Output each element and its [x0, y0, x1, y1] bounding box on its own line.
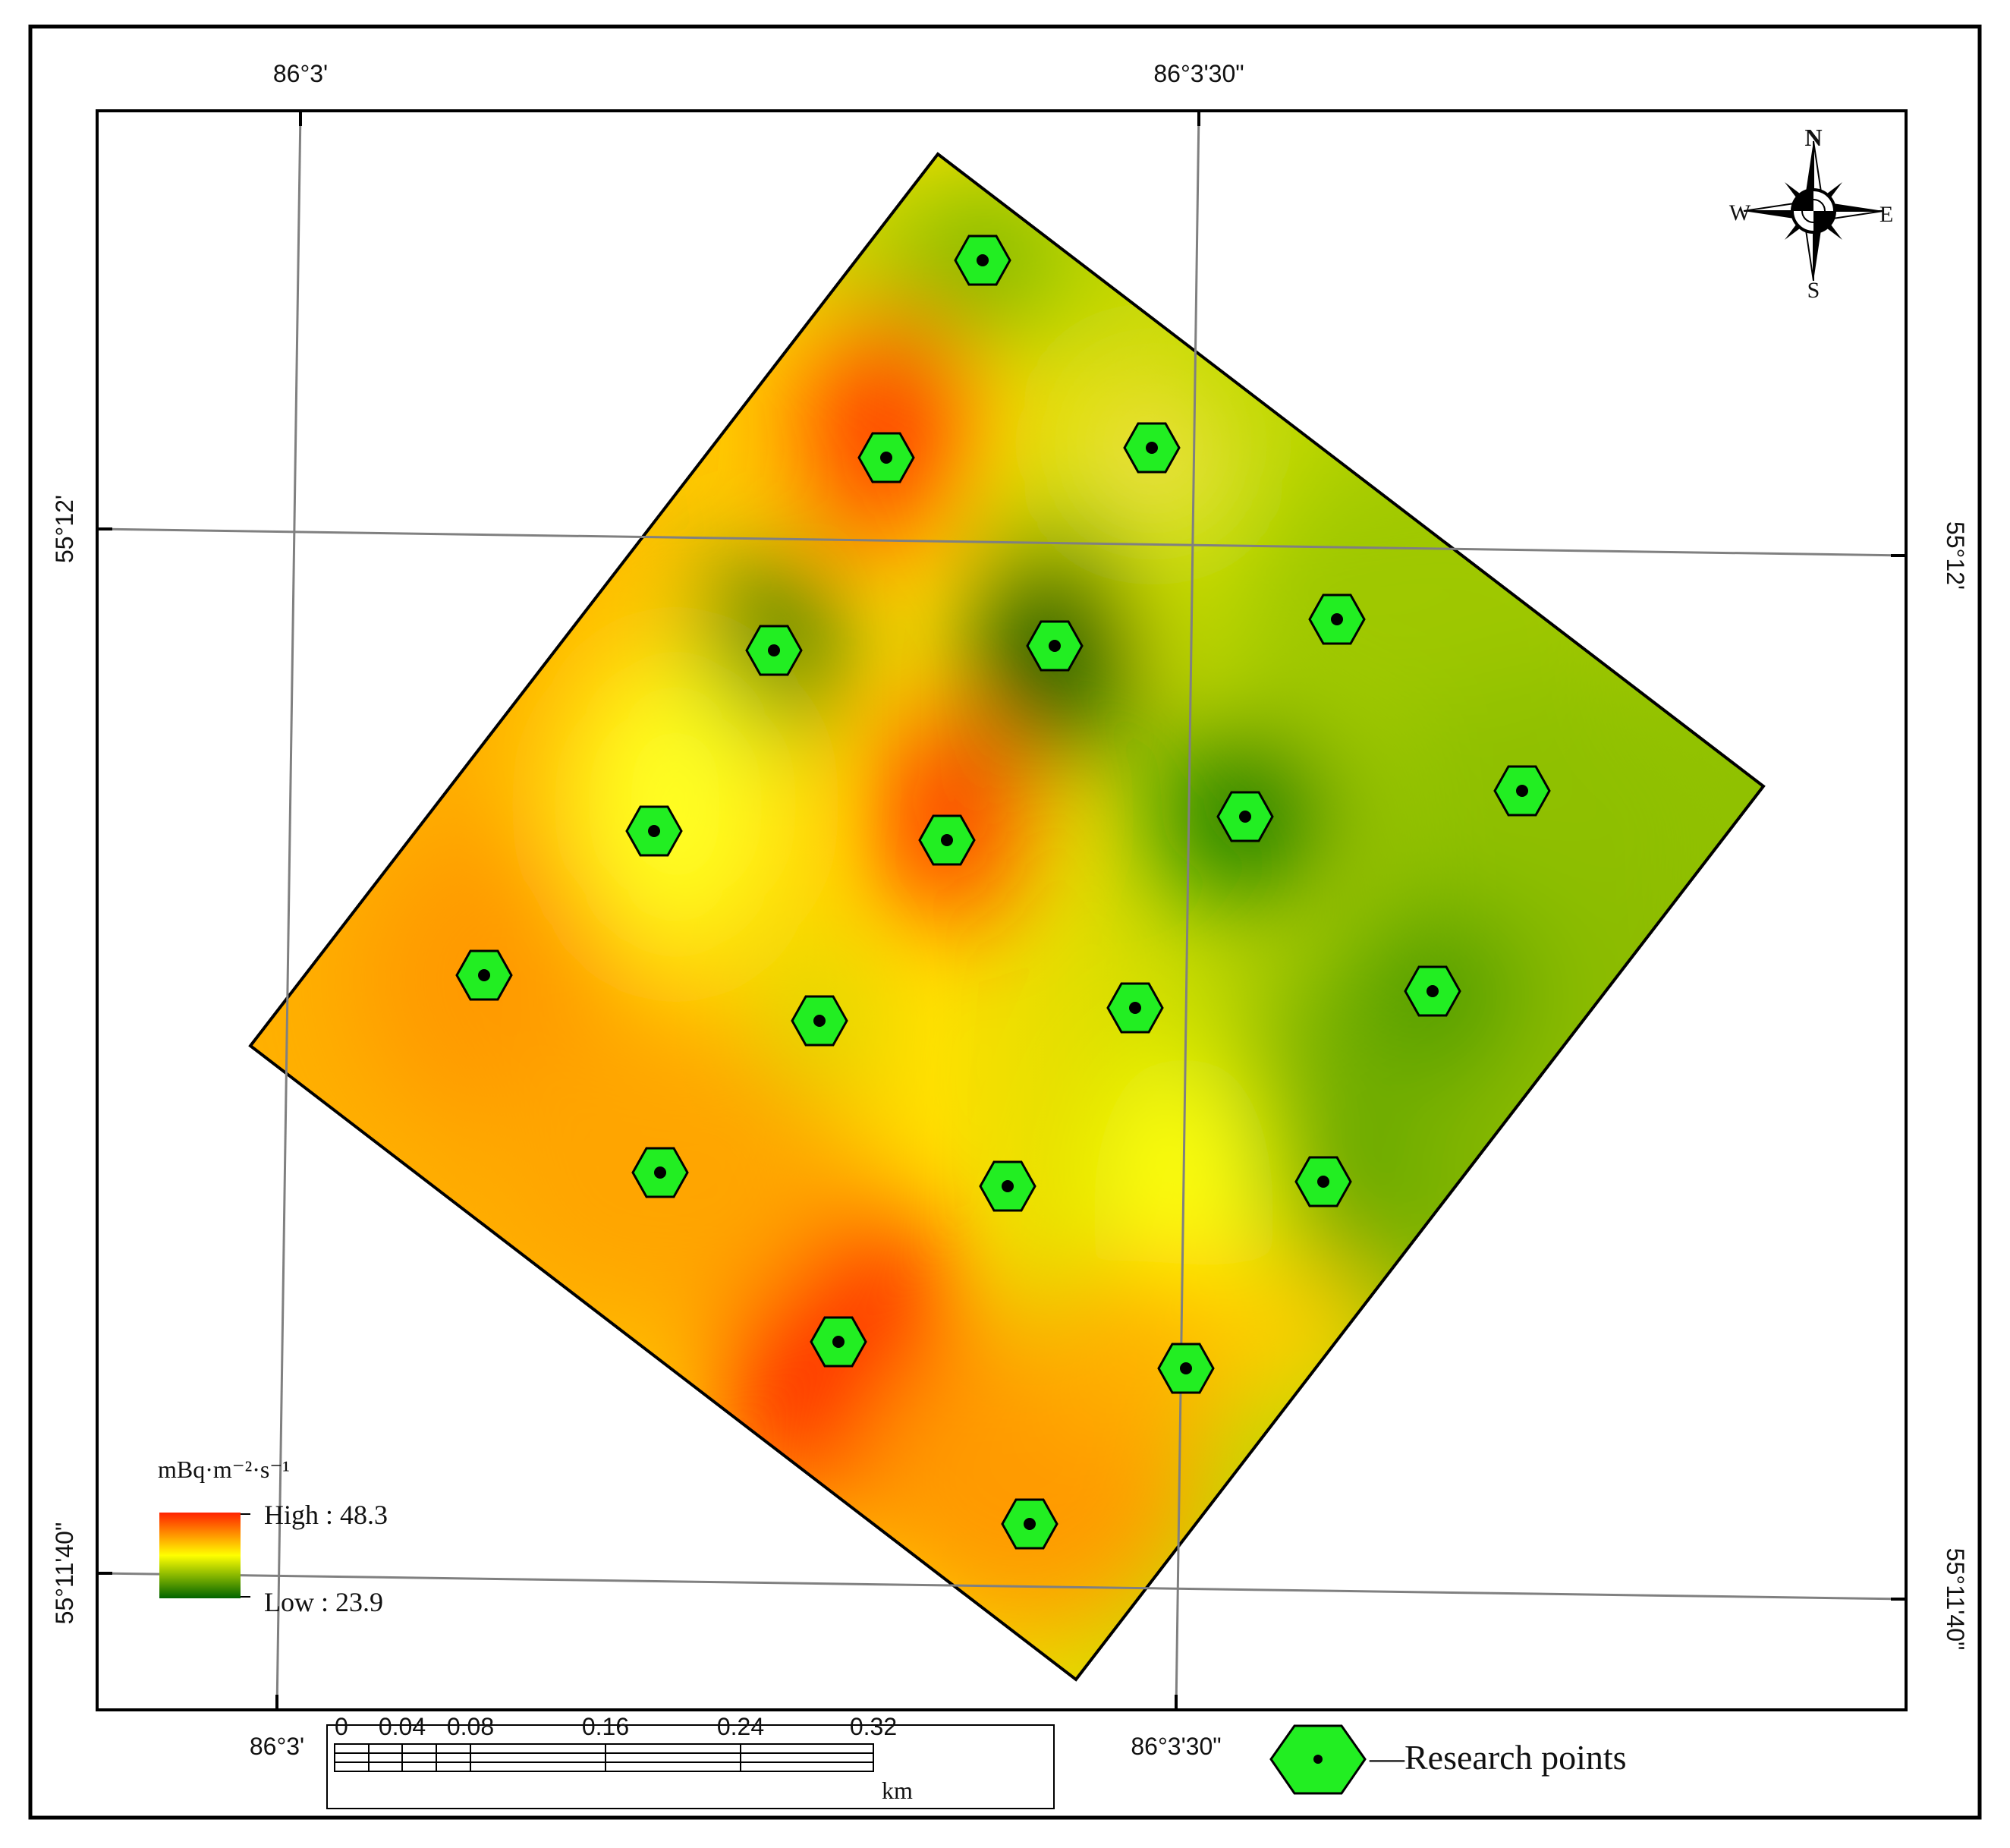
meridian-86-3 — [275, 110, 302, 1711]
parallel-55-11-40 — [96, 1572, 1907, 1601]
research-point-marker — [745, 625, 803, 676]
compass-west-label: W — [1729, 200, 1751, 225]
research-points-label: —Research points — [1369, 1738, 1627, 1777]
coord-label-top-right: 86°3'30" — [1153, 60, 1244, 87]
research-point-marker — [791, 995, 848, 1047]
color-legend: mBq·m⁻²·s⁻¹ High : 48.3 Low : 23.9 — [158, 1456, 388, 1617]
coord-label-bottom-left: 86°3' — [250, 1733, 304, 1760]
scale-bar-tick-label: 0.32 — [850, 1713, 897, 1740]
scale-bar-box — [326, 1724, 1055, 1809]
graticule-ticks — [97, 111, 1906, 1710]
graticule — [96, 110, 1907, 1711]
coord-label-bottom-right: 86°3'30" — [1131, 1733, 1221, 1760]
research-point-marker — [857, 432, 915, 483]
compass-north-label: N — [1804, 124, 1822, 151]
research-point-marker — [1026, 620, 1084, 672]
scale-bar: 0 0.04 0.08 0.16 0.24 0.32 km — [326, 1713, 1055, 1809]
parallel-55-12 — [96, 527, 1907, 557]
research-point-marker — [1294, 1156, 1352, 1207]
research-point-marker — [1308, 593, 1366, 645]
coord-label-right-upper: 55°12' — [1942, 521, 1969, 590]
research-point-marker — [631, 1147, 689, 1198]
coord-label-top-left: 86°3' — [273, 60, 328, 87]
coord-label-left-lower: 55°11'40" — [51, 1522, 78, 1625]
research-point-marker — [918, 814, 976, 866]
coord-label-left-upper: 55°12' — [51, 495, 78, 563]
research-points-layer — [455, 235, 1551, 1550]
research-point-marker — [810, 1316, 867, 1368]
research-point-marker — [1123, 422, 1181, 474]
research-points-legend: —Research points — [1269, 1724, 1627, 1795]
research-point-marker — [1493, 765, 1551, 817]
scale-bar-ticks: 0 0.04 0.08 0.16 0.24 0.32 — [335, 1713, 897, 1740]
outer-frame — [28, 24, 1982, 1820]
study-area-boundary — [248, 152, 1766, 1682]
research-point-marker — [1106, 982, 1164, 1034]
north-arrow-icon — [1743, 140, 1884, 282]
research-point-marker — [954, 235, 1011, 286]
compass-south-label: S — [1807, 278, 1820, 303]
legend-unit: mBq·m⁻²·s⁻¹ — [158, 1456, 290, 1483]
research-point-marker — [1157, 1343, 1215, 1394]
research-point-marker — [455, 949, 513, 1001]
research-point-marker — [979, 1160, 1036, 1212]
legend-color-ramp — [159, 1513, 241, 1598]
scale-bar-tick-label: 0 — [335, 1713, 348, 1740]
research-point-marker — [1404, 965, 1461, 1017]
scale-bar-tick-label: 0.16 — [582, 1713, 629, 1740]
scale-bar-unit: km — [882, 1777, 913, 1804]
research-point-marker — [625, 805, 683, 857]
coord-label-right-lower: 55°11'40" — [1942, 1548, 1969, 1651]
legend-high-label: High : 48.3 — [264, 1500, 388, 1530]
research-point-marker — [1216, 791, 1274, 842]
scale-bar-tick-label: 0.04 — [379, 1713, 426, 1740]
scale-bar-tick-label: 0.24 — [717, 1713, 764, 1740]
research-point-marker — [1001, 1498, 1058, 1550]
scale-bar-tick-label: 0.08 — [447, 1713, 494, 1740]
meridian-86-3-30 — [1175, 110, 1200, 1711]
legend-low-label: Low : 23.9 — [264, 1587, 383, 1617]
compass-east-label: E — [1879, 202, 1893, 227]
